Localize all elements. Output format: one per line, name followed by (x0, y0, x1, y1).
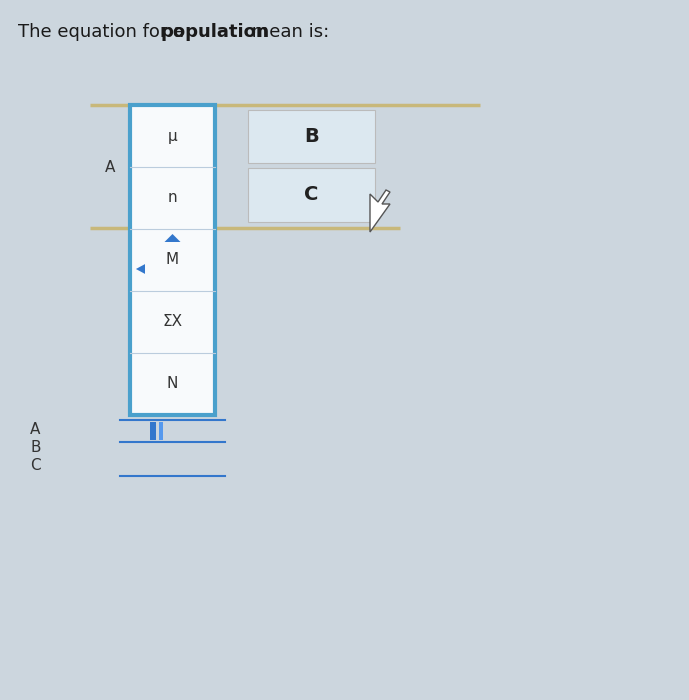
Polygon shape (165, 234, 181, 242)
Text: B: B (304, 127, 319, 146)
Polygon shape (370, 190, 390, 232)
Text: M: M (166, 253, 179, 267)
Text: A: A (105, 160, 115, 174)
FancyBboxPatch shape (248, 168, 375, 222)
FancyBboxPatch shape (150, 422, 156, 440)
Text: ΣX: ΣX (163, 314, 183, 330)
Text: B: B (30, 440, 41, 456)
Text: μ: μ (167, 129, 177, 144)
Text: population: population (161, 23, 269, 41)
Text: n: n (167, 190, 177, 206)
FancyBboxPatch shape (248, 110, 375, 163)
Text: mean is:: mean is: (246, 23, 329, 41)
FancyBboxPatch shape (130, 105, 215, 415)
Text: C: C (305, 186, 319, 204)
Text: N: N (167, 377, 178, 391)
Polygon shape (136, 264, 145, 274)
Text: The equation for a: The equation for a (18, 23, 190, 41)
Text: A: A (30, 423, 41, 438)
Text: C: C (30, 458, 41, 473)
FancyBboxPatch shape (159, 422, 163, 440)
